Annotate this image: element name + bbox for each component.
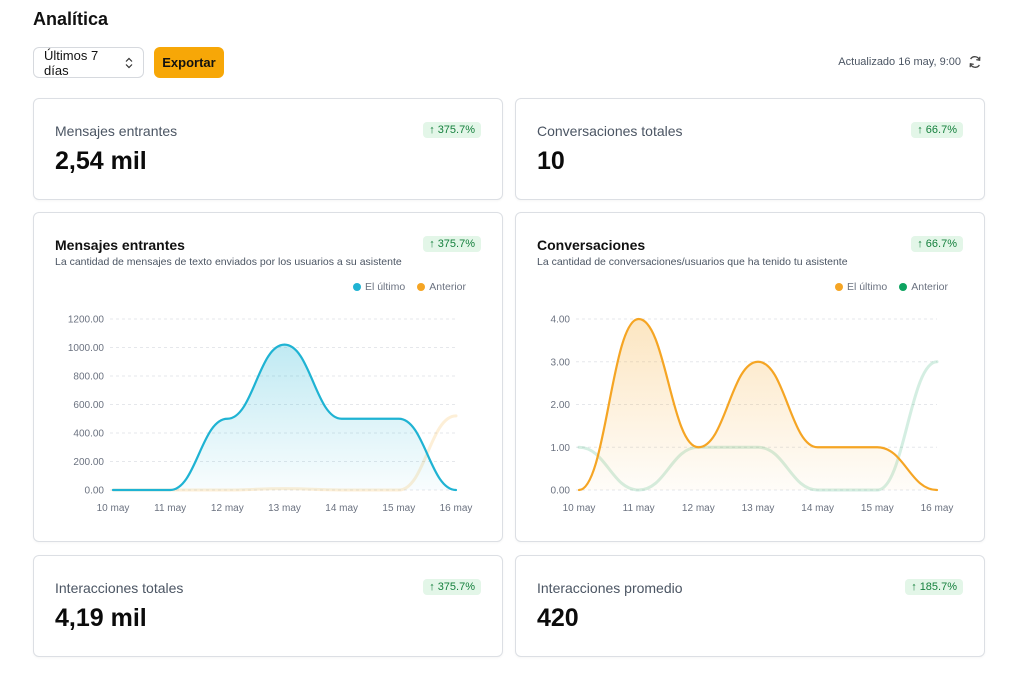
stat-label: Interacciones promedio: [537, 580, 683, 596]
x-tick-label: 12 may: [211, 503, 244, 514]
data-point-current[interactable]: [452, 486, 460, 494]
export-button[interactable]: Exportar: [154, 47, 224, 78]
arrow-up-icon: ↑: [429, 238, 435, 250]
change-badge: ↑ 375.7%: [423, 579, 481, 595]
arrow-up-icon: ↑: [429, 581, 435, 593]
x-tick-label: 11 may: [154, 503, 186, 514]
data-point-current[interactable]: [754, 358, 762, 366]
chart-card-conversations: Conversaciones La cantidad de conversaci…: [515, 212, 985, 542]
date-range-label: Últimos 7 días: [44, 47, 99, 78]
change-badge: ↑ 66.7%: [911, 122, 963, 138]
legend-item-current[interactable]: El último: [834, 281, 887, 293]
x-tick-label: 14 may: [325, 503, 358, 514]
x-tick-label: 16 may: [921, 503, 954, 514]
x-tick-label: 13 may: [268, 503, 301, 514]
chevron-up-down-icon: [125, 57, 133, 69]
arrow-up-icon: ↑: [917, 124, 923, 136]
data-point-previous[interactable]: [933, 358, 941, 366]
conversations-chart: 0.00 1.00 2.00 3.00 4.00 10 may 11 may 12 may 13…: [551, 315, 954, 515]
stat-card-average-interactions: Interacciones promedio 420 ↑ 185.7%: [515, 555, 985, 657]
data-point-current[interactable]: [281, 341, 289, 349]
stat-label: Interacciones totales: [55, 580, 184, 596]
chart-title: Mensajes entrantes: [55, 237, 185, 253]
date-range-select[interactable]: Últimos 7 días: [33, 47, 144, 78]
x-tick-label: 12 may: [682, 503, 715, 514]
change-badge: ↑ 185.7%: [905, 579, 963, 595]
stat-label: Conversaciones totales: [537, 123, 683, 139]
change-badge: ↑ 375.7%: [423, 122, 481, 138]
arrow-up-icon: ↑: [429, 124, 435, 136]
data-point-previous[interactable]: [452, 412, 460, 420]
data-point-current[interactable]: [635, 315, 643, 323]
x-tick-label: 14 may: [801, 503, 834, 514]
x-tick-label: 16 may: [440, 503, 473, 514]
x-tick-label: 15 may: [382, 503, 415, 514]
chart-subtitle: La cantidad de conversaciones/usuarios q…: [537, 256, 848, 268]
stat-card-incoming-messages: Mensajes entrantes 2,54 mil ↑ 375.7%: [33, 98, 503, 200]
y-tick-label: 1000.00: [68, 343, 105, 354]
chart-card-incoming-messages: Mensajes entrantes La cantidad de mensaj…: [33, 212, 503, 542]
y-tick-label: 400.00: [73, 429, 104, 440]
y-tick-label: 0.00: [551, 486, 571, 497]
legend-item-previous[interactable]: Anterior: [417, 281, 466, 293]
stat-value: 4,19 mil: [55, 604, 147, 632]
data-point-current[interactable]: [694, 443, 702, 451]
y-tick-label: 600.00: [73, 400, 104, 411]
y-tick-label: 2.00: [551, 400, 571, 411]
data-point-current[interactable]: [873, 443, 881, 451]
stat-card-total-conversations: Conversaciones totales 10 ↑ 66.7%: [515, 98, 985, 200]
data-point-current[interactable]: [395, 415, 403, 423]
y-tick-label: 1.00: [551, 443, 571, 454]
page-title: Analítica: [33, 9, 109, 29]
data-point-current[interactable]: [575, 486, 583, 494]
arrow-up-icon: ↑: [917, 238, 923, 250]
data-point-current[interactable]: [814, 443, 822, 451]
x-tick-label: 13 may: [742, 503, 775, 514]
data-point-current[interactable]: [166, 486, 174, 494]
chart-legend: El último Anterior: [834, 281, 948, 293]
series-area-current: [113, 344, 456, 490]
toolbar: Últimos 7 días Exportar Actualizado 16 m…: [33, 47, 985, 78]
change-badge: ↑ 375.7%: [423, 236, 481, 252]
stat-card-total-interactions: Interacciones totales 4,19 mil ↑ 375.7%: [33, 555, 503, 657]
legend-item-current[interactable]: El último: [352, 281, 405, 293]
y-tick-label: 800.00: [73, 372, 104, 383]
arrow-up-icon: ↑: [911, 581, 917, 593]
x-tick-label: 10 may: [97, 503, 130, 514]
stat-value: 2,54 mil: [55, 147, 147, 175]
chart-subtitle: La cantidad de mensajes de texto enviado…: [55, 256, 402, 268]
chart-title: Conversaciones: [537, 237, 646, 253]
series-line-current: [111, 343, 458, 492]
data-point-current[interactable]: [338, 415, 346, 423]
y-tick-label: 1200.00: [68, 315, 105, 326]
data-point-previous[interactable]: [575, 443, 583, 451]
stat-value: 10: [537, 147, 565, 175]
stat-value: 420: [537, 604, 579, 632]
y-tick-label: 4.00: [551, 315, 571, 326]
x-tick-label: 11 may: [623, 503, 655, 514]
x-tick-label: 10 may: [563, 503, 596, 514]
series-line-current: [577, 317, 939, 492]
y-tick-label: 200.00: [73, 457, 104, 468]
data-point-current[interactable]: [223, 415, 231, 423]
messages-chart: 0.00 200.00 400.00 600.00 800.00 1000.00 1200.…: [68, 315, 473, 515]
chart-legend: El último Anterior: [352, 281, 466, 293]
stat-label: Mensajes entrantes: [55, 123, 178, 139]
data-point-current[interactable]: [109, 486, 117, 494]
refresh-icon[interactable]: [967, 54, 983, 70]
data-point-current[interactable]: [933, 486, 941, 494]
y-tick-label: 3.00: [551, 357, 571, 368]
change-badge: ↑ 66.7%: [911, 236, 963, 252]
x-tick-label: 15 may: [861, 503, 894, 514]
y-tick-label: 0.00: [85, 486, 105, 497]
updated-timestamp: Actualizado 16 may, 9:00: [838, 56, 961, 68]
legend-item-previous[interactable]: Anterior: [899, 281, 948, 293]
